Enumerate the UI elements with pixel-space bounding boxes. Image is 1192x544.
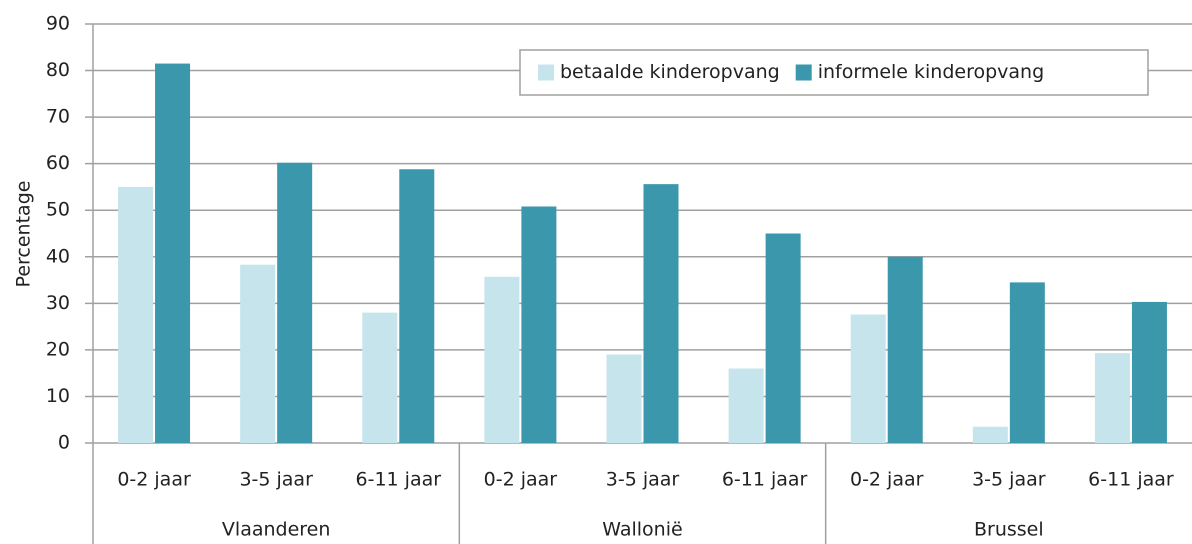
bar — [765, 233, 801, 443]
bar — [643, 184, 679, 443]
bar — [362, 312, 398, 443]
bar — [118, 186, 154, 443]
y-tick-label: 70 — [46, 106, 70, 128]
bar — [887, 256, 923, 443]
bar — [850, 314, 886, 443]
y-tick-label: 10 — [46, 385, 70, 407]
x-tick-label: 6-11 jaar — [722, 469, 808, 491]
x-tick-label: 6-11 jaar — [356, 469, 442, 491]
y-tick-label: 60 — [46, 152, 70, 174]
group-label: Vlaanderen — [222, 519, 330, 541]
x-tick-label: 3-5 jaar — [239, 469, 313, 491]
y-tick-label: 80 — [46, 59, 70, 81]
x-tick-label: 0-2 jaar — [484, 469, 558, 491]
bar — [484, 276, 520, 443]
legend-label: betaalde kinderopvang — [560, 61, 780, 83]
y-tick-label: 90 — [46, 13, 70, 35]
group-label: Brussel — [974, 519, 1044, 541]
bar — [521, 206, 557, 443]
legend-swatch — [538, 64, 554, 81]
y-tick-label: 40 — [46, 245, 70, 267]
bar — [155, 63, 191, 443]
bar — [399, 169, 435, 443]
bar — [277, 162, 313, 444]
x-tick-label: 3-5 jaar — [606, 469, 680, 491]
bar — [1131, 301, 1167, 443]
legend-swatch — [795, 64, 812, 81]
legend-label: informele kinderopvang — [818, 61, 1044, 83]
bar — [240, 264, 276, 443]
legend-box — [519, 49, 1149, 96]
y-tick-label: 20 — [46, 338, 70, 360]
x-tick-label: 6-11 jaar — [1088, 469, 1174, 491]
x-tick-label: 3-5 jaar — [972, 469, 1046, 491]
bar — [728, 368, 764, 443]
y-tick-label: 0 — [58, 432, 70, 454]
x-tick-label: 0-2 jaar — [850, 469, 924, 491]
y-axis-label: Percentage — [13, 181, 35, 288]
y-tick-label: 30 — [46, 292, 70, 314]
x-tick-label: 0-2 jaar — [117, 469, 191, 491]
bar — [606, 354, 642, 443]
bar — [972, 426, 1008, 443]
y-tick-label: 50 — [46, 199, 70, 221]
bar — [1094, 353, 1130, 443]
group-label: Wallonië — [602, 519, 682, 541]
bar — [1009, 282, 1045, 443]
